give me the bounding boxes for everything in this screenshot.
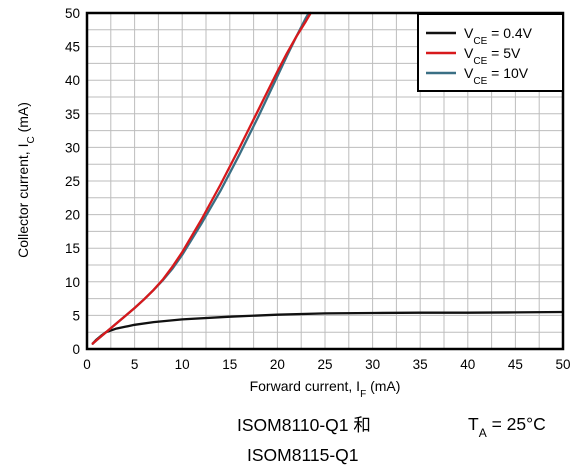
y-tick-label: 40 [65, 73, 80, 88]
legend-label-sub: CE [473, 76, 487, 87]
y-tick-label: 0 [72, 342, 80, 357]
x-tick-label: 50 [555, 357, 570, 372]
x-tick-label: 35 [413, 357, 428, 372]
series-group [91, 11, 565, 345]
device-name-line-2: ISOM8115-Q1 [247, 445, 359, 465]
legend-label-vce-5v: VCE = 5V [464, 45, 521, 67]
x-axis-label-unit: (mA) [366, 378, 400, 394]
x-tick-label: 25 [317, 357, 332, 372]
temperature-main: T [468, 414, 479, 434]
y-tick-label: 45 [65, 40, 80, 55]
temperature-rest: = 25°C [487, 414, 546, 434]
legend-label-rest: = 5V [487, 45, 521, 61]
y-tick-label: 10 [65, 275, 80, 290]
legend-label-rest: = 10V [487, 65, 529, 81]
x-tick-label: 45 [508, 357, 523, 372]
legend-label-rest: = 0.4V [487, 25, 532, 41]
y-tick-label: 25 [65, 174, 80, 189]
legend-label-sub: CE [473, 36, 487, 47]
y-axis-label-sub: C [26, 136, 37, 143]
y-tick-label: 30 [65, 140, 80, 155]
y-tick-label: 35 [65, 107, 80, 122]
y-tick-label: 15 [65, 241, 80, 256]
legend-label-sub: CE [473, 56, 487, 67]
legend-label-vce-0.4v: VCE = 0.4V [464, 25, 533, 47]
y-tick-label: 50 [65, 6, 80, 21]
x-axis-label: Forward current, IF (mA) [250, 378, 401, 400]
x-tick-label: 20 [270, 357, 285, 372]
device-name-line-1: ISOM8110-Q1 和 [237, 415, 371, 435]
y-tick-labels: 0 5 10 15 20 25 30 35 40 45 50 [65, 6, 80, 357]
temperature-condition: TA = 25°C [468, 414, 546, 440]
y-axis-label: Collector current, IC (mA) [15, 102, 37, 258]
legend-label-main: V [464, 65, 474, 81]
x-tick-labels: 0 5 10 15 20 25 30 35 40 45 50 [83, 357, 570, 372]
x-axis-label-sub: F [360, 389, 366, 400]
legend: VCE = 0.4V VCE = 5V VCE = 10V [417, 13, 564, 92]
x-axis-label-main: Forward current, I [250, 378, 360, 394]
y-axis-label-main: Collector current, I [15, 144, 31, 258]
y-tick-label: 20 [65, 208, 80, 223]
temperature-sub: A [479, 426, 487, 440]
x-tick-label: 5 [131, 357, 139, 372]
plot-frame [85, 11, 565, 351]
legend-label-main: V [464, 45, 474, 61]
legend-label-vce-10v: VCE = 10V [464, 65, 529, 87]
x-tick-label: 0 [83, 357, 91, 372]
x-tick-label: 30 [365, 357, 380, 372]
x-tick-label: 15 [222, 357, 237, 372]
y-tick-label: 5 [72, 308, 80, 323]
series-line-5v [91, 11, 312, 345]
x-tick-label: 10 [175, 357, 190, 372]
legend-label-main: V [464, 25, 474, 41]
y-axis-label-unit: (mA) [15, 102, 31, 136]
x-tick-label: 40 [460, 357, 475, 372]
